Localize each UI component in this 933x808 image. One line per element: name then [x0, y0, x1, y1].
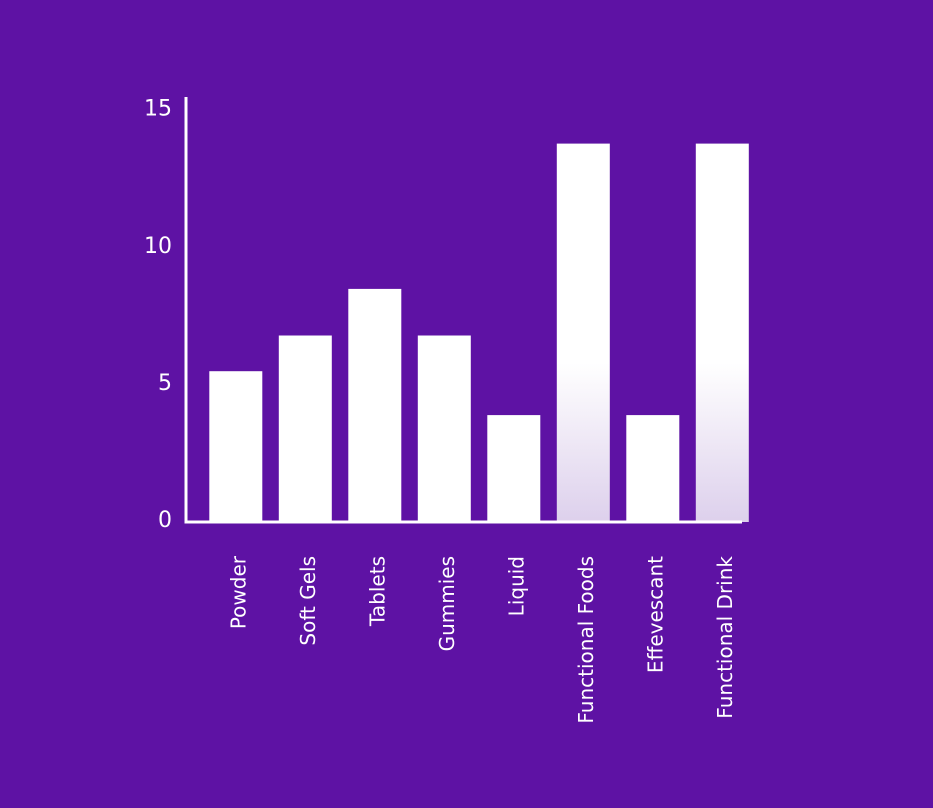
bar-powder: [209, 371, 263, 522]
x-category-label-soft-gels: Soft Gels: [296, 556, 320, 646]
bars-group: [209, 143, 749, 522]
x-category-label-functional-foods: Functional Foods: [574, 556, 598, 724]
x-category-label-tablets: Tablets: [365, 556, 389, 627]
bar-functional-drink: [695, 143, 749, 522]
x-category-label-gummies: Gummies: [435, 556, 459, 651]
bar-gummies: [417, 335, 471, 522]
y-axis-ticks: 0 5 10 15: [144, 97, 172, 533]
y-tick-label-15: 15: [144, 97, 172, 122]
bar-liquid: [487, 415, 541, 522]
x-category-label-liquid: Liquid: [504, 556, 528, 616]
bar-functional-foods: [556, 143, 610, 522]
y-tick-label-5: 5: [158, 371, 172, 396]
x-category-label-effevescant: Effevescant: [643, 556, 667, 673]
y-tick-label-10: 10: [144, 234, 172, 259]
y-tick-label-0: 0: [158, 508, 172, 533]
bar-effevescant: [626, 415, 680, 522]
x-category-label-powder: Powder: [226, 555, 250, 629]
x-axis-categories: Powder Soft Gels Tablets Gummies Liquid Funct…: [226, 555, 737, 724]
bar-tablets: [348, 288, 402, 522]
bar-soft-gels: [278, 335, 332, 522]
x-category-label-functional-drink: Functional Drink: [713, 556, 737, 719]
